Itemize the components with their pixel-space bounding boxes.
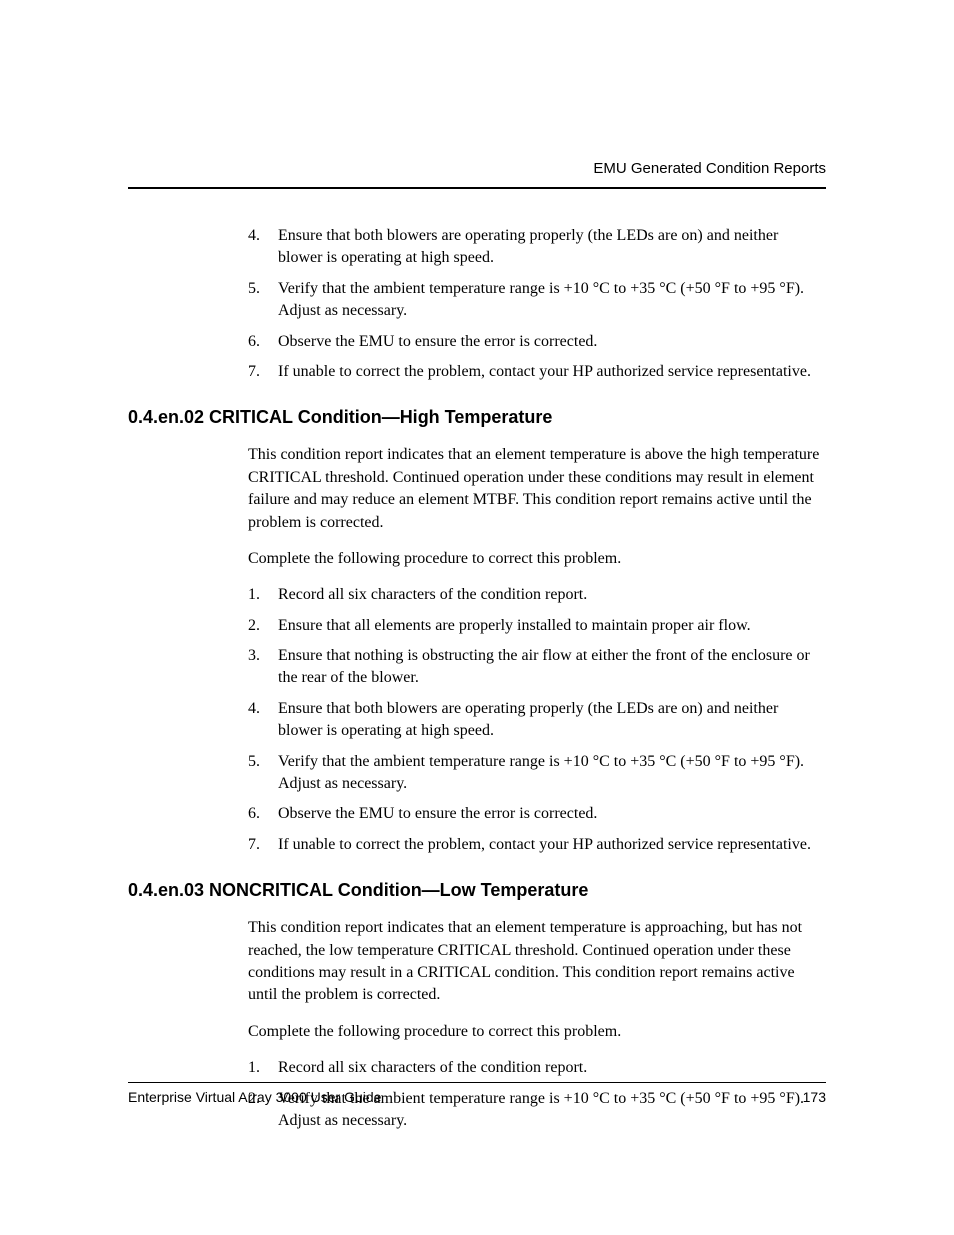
section2-para1: This condition report indicates that an … <box>248 917 826 1007</box>
page-header: EMU Generated Condition Reports <box>128 160 826 189</box>
list-text: Observe the EMU to ensure the error is c… <box>278 803 826 825</box>
list-text: Ensure that both blowers are operating p… <box>278 698 826 743</box>
list-item: 7. If unable to correct the problem, con… <box>248 361 826 383</box>
list-number: 1. <box>248 584 278 606</box>
list-item: 4. Ensure that both blowers are operatin… <box>248 698 826 743</box>
page-container: EMU Generated Condition Reports 4. Ensur… <box>0 0 954 1235</box>
section1-para1: This condition report indicates that an … <box>248 444 826 534</box>
list-text: If unable to correct the problem, contac… <box>278 834 826 856</box>
list-item: 1. Record all six characters of the cond… <box>248 584 826 606</box>
list-number: 1. <box>248 1057 278 1079</box>
page-footer: Enterprise Virtual Array 3000 User Guide… <box>128 1082 826 1105</box>
list-number: 6. <box>248 803 278 825</box>
list-text: Ensure that both blowers are operating p… <box>278 225 826 270</box>
list-item: 1. Record all six characters of the cond… <box>248 1057 826 1079</box>
list-number: 4. <box>248 698 278 743</box>
list-number: 5. <box>248 751 278 796</box>
list-number: 7. <box>248 834 278 856</box>
list-text: Ensure that nothing is obstructing the a… <box>278 645 826 690</box>
list-item: 5. Verify that the ambient temperature r… <box>248 278 826 323</box>
list-text: Ensure that all elements are properly in… <box>278 615 826 637</box>
list-number: 7. <box>248 361 278 383</box>
page-content: 4. Ensure that both blowers are operatin… <box>128 225 826 1132</box>
footer-page-number: 173 <box>803 1089 826 1105</box>
list-number: 2. <box>248 615 278 637</box>
list-item: 4. Ensure that both blowers are operatin… <box>248 225 826 270</box>
list-number: 3. <box>248 645 278 690</box>
list-item: 7. If unable to correct the problem, con… <box>248 834 826 856</box>
list-text: Record all six characters of the conditi… <box>278 1057 826 1079</box>
top-list: 4. Ensure that both blowers are operatin… <box>248 225 826 383</box>
list-item: 6. Observe the EMU to ensure the error i… <box>248 803 826 825</box>
list-text: Observe the EMU to ensure the error is c… <box>278 331 826 353</box>
section1-list: 1. Record all six characters of the cond… <box>248 584 826 856</box>
list-number: 5. <box>248 278 278 323</box>
list-item: 3. Ensure that nothing is obstructing th… <box>248 645 826 690</box>
list-number: 6. <box>248 331 278 353</box>
section-heading-1: 0.4.en.02 CRITICAL Condition—High Temper… <box>128 407 826 428</box>
section2-para2: Complete the following procedure to corr… <box>248 1021 826 1043</box>
list-item: 2. Ensure that all elements are properly… <box>248 615 826 637</box>
footer-title: Enterprise Virtual Array 3000 User Guide <box>128 1089 381 1105</box>
list-number: 4. <box>248 225 278 270</box>
list-item: 6. Observe the EMU to ensure the error i… <box>248 331 826 353</box>
list-text: Record all six characters of the conditi… <box>278 584 826 606</box>
list-text: Verify that the ambient temperature rang… <box>278 278 826 323</box>
section-heading-2: 0.4.en.03 NONCRITICAL Condition—Low Temp… <box>128 880 826 901</box>
section1-para2: Complete the following procedure to corr… <box>248 548 826 570</box>
list-item: 5. Verify that the ambient temperature r… <box>248 751 826 796</box>
header-title: EMU Generated Condition Reports <box>593 160 826 177</box>
list-text: If unable to correct the problem, contac… <box>278 361 826 383</box>
list-text: Verify that the ambient temperature rang… <box>278 751 826 796</box>
